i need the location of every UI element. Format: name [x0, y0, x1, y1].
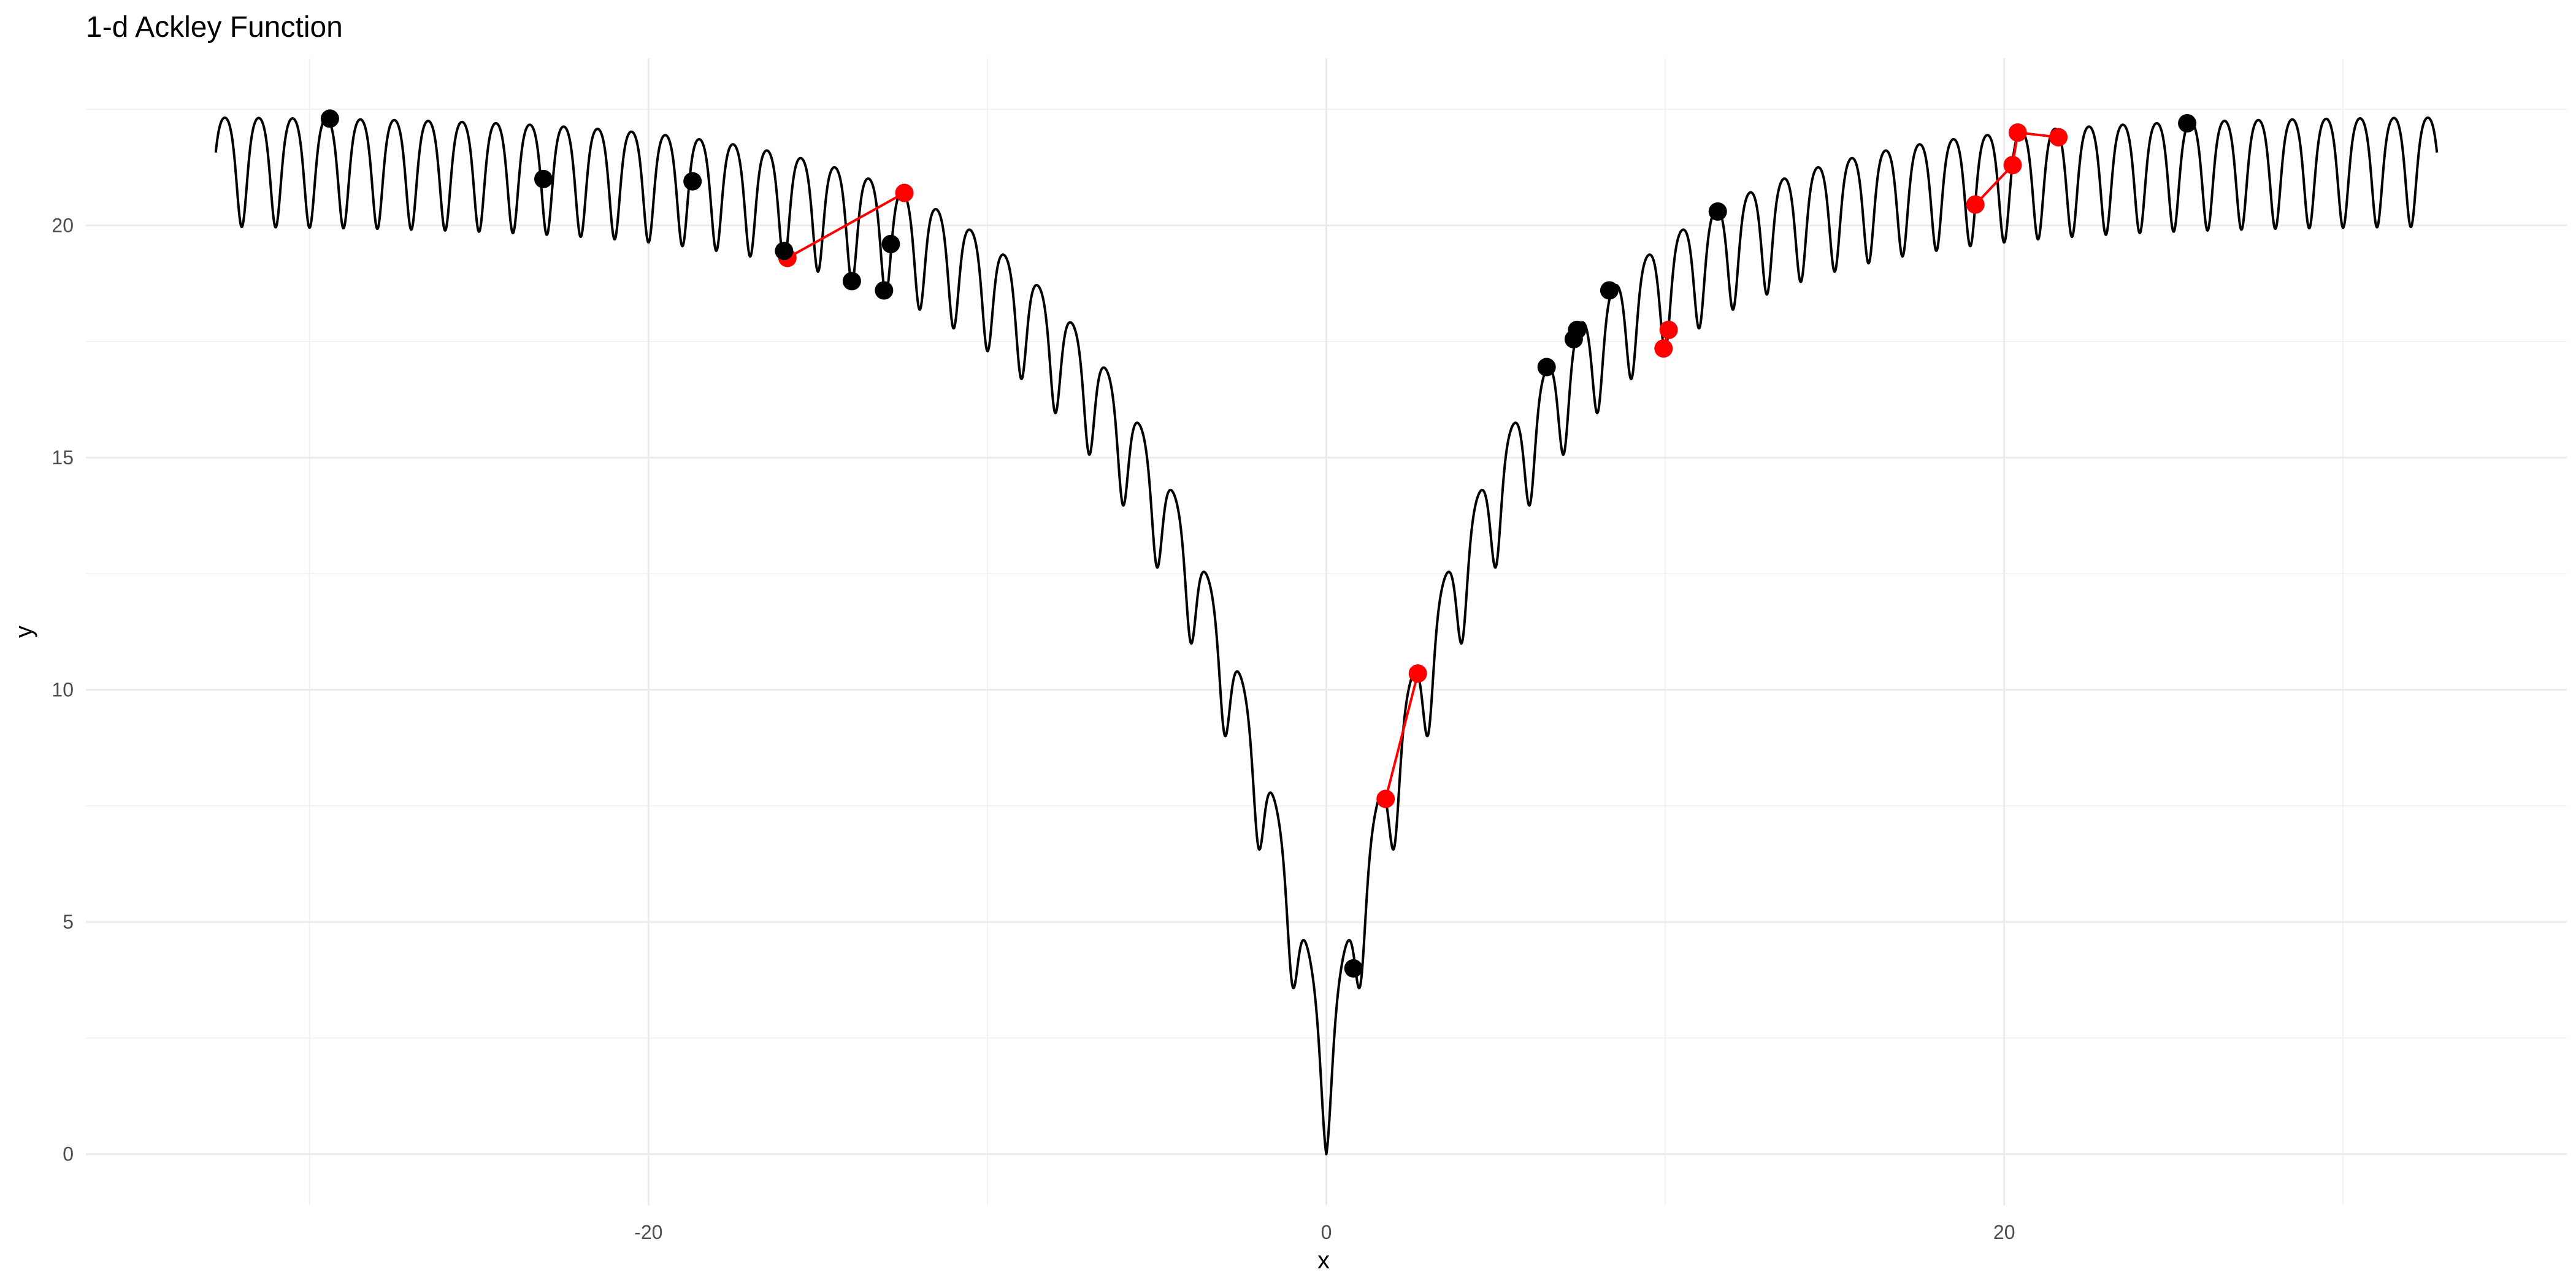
black-point	[881, 234, 900, 253]
red-point	[1966, 195, 1985, 214]
x-tick-label: -20	[634, 1221, 662, 1243]
black-point	[320, 109, 339, 128]
x-tick-label: 20	[1993, 1221, 2015, 1243]
y-tick-label: 5	[63, 911, 74, 933]
red-point	[895, 183, 914, 202]
y-tick-label: 0	[63, 1143, 74, 1165]
y-tick-label: 20	[52, 215, 74, 237]
black-point	[1537, 358, 1556, 377]
red-point	[1408, 664, 1427, 683]
black-point	[2178, 113, 2197, 132]
x-axis-label: x	[1317, 1247, 1330, 1274]
red-path-line	[1384, 673, 1419, 800]
black-point	[1708, 202, 1727, 221]
black-point	[842, 272, 861, 291]
red-point	[2008, 123, 2027, 142]
black-point	[775, 242, 794, 261]
y-tick-label: 15	[52, 447, 74, 469]
red-point	[2003, 156, 2022, 175]
black-point	[534, 169, 553, 188]
x-tick-label: 0	[1321, 1221, 1332, 1243]
red-path-line	[1974, 131, 2059, 205]
black-point	[683, 172, 702, 191]
red-path-line	[786, 191, 905, 259]
red-point	[1659, 320, 1678, 339]
black-point	[1344, 959, 1363, 978]
red-point	[1376, 789, 1395, 808]
red-path-layer	[778, 123, 2068, 808]
curve-layer	[214, 116, 2439, 1156]
chart-title: 1-d Ackley Function	[86, 11, 343, 44]
black-point	[1600, 281, 1619, 300]
y-tick-label: 10	[52, 679, 74, 701]
black-point	[875, 281, 894, 300]
black-points-layer	[320, 109, 2197, 978]
ackley-curve	[214, 116, 2439, 1156]
y-axis-label: y	[10, 626, 37, 638]
black-point	[1568, 320, 1587, 339]
tick-labels: -20 0 20 0 5 10 15 20	[52, 215, 2015, 1243]
red-point	[1654, 339, 1673, 358]
red-point	[2049, 128, 2068, 147]
